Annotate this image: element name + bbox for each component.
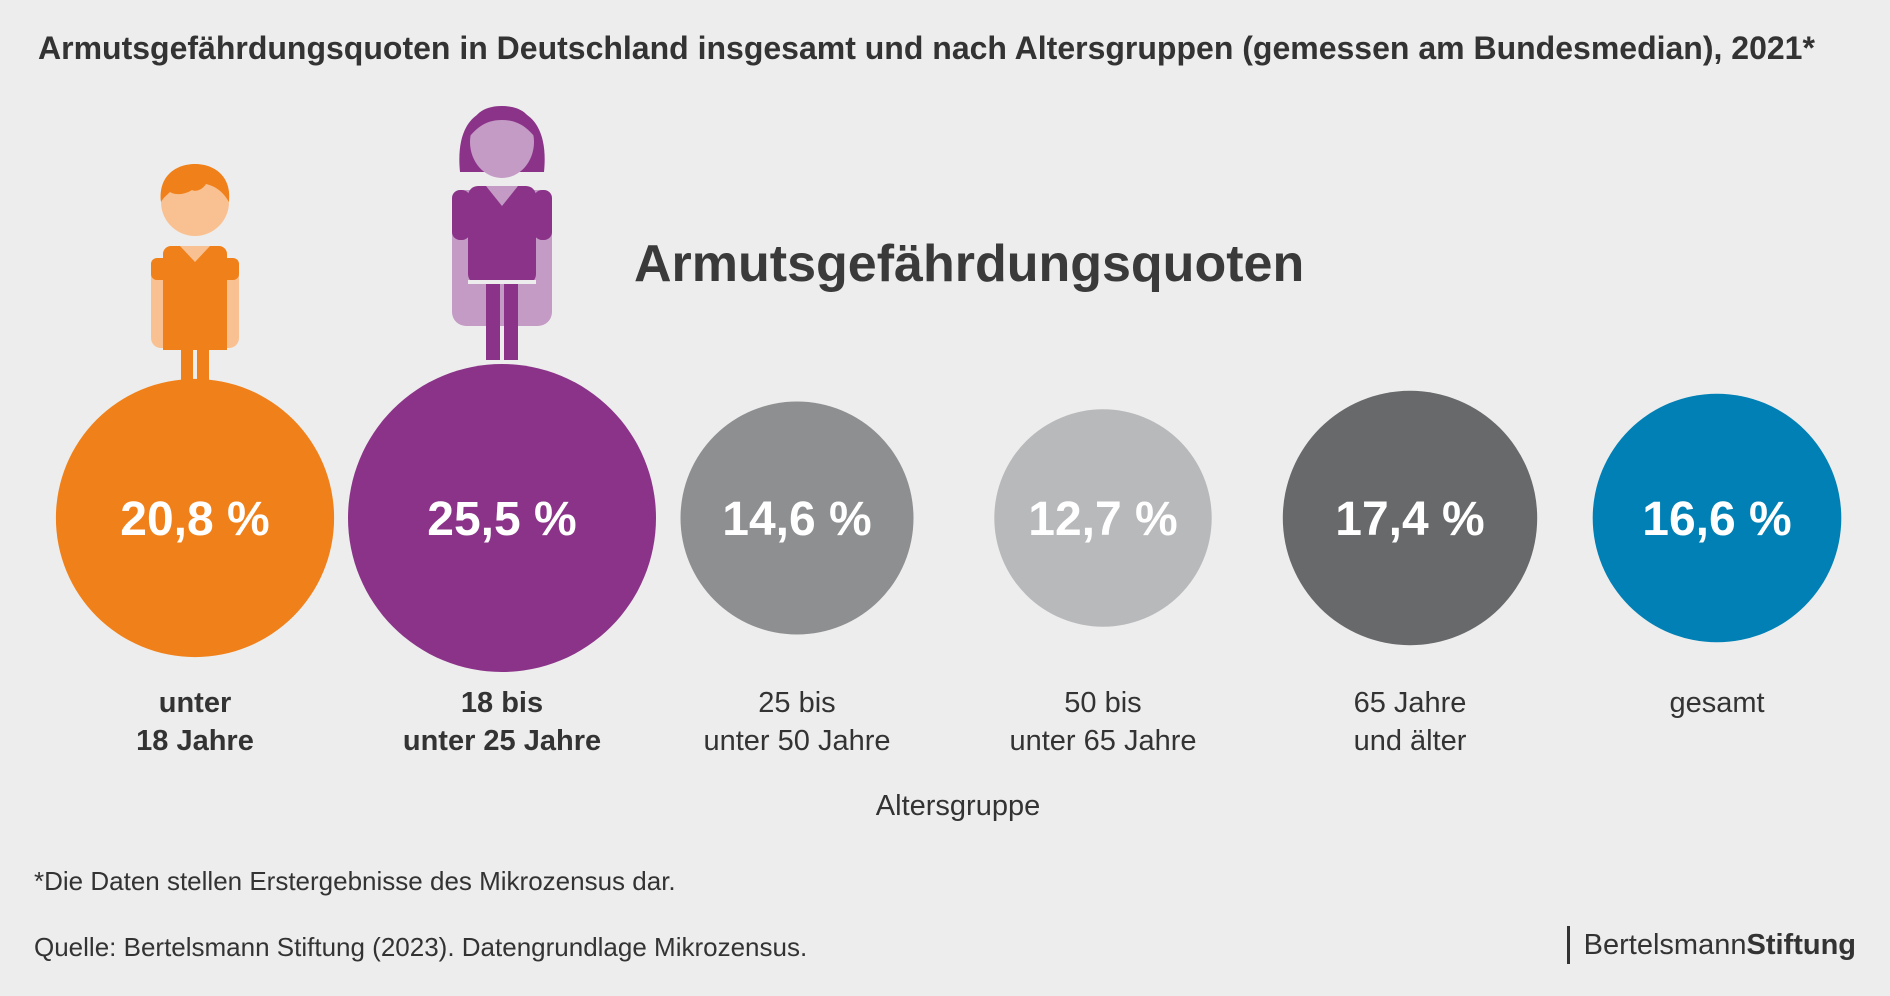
page-title: Armutsgefährdungsquoten in Deutschland i… xyxy=(38,30,1815,66)
x-axis-label: Altersgruppe xyxy=(875,790,1041,822)
category-label-line: 25 bis xyxy=(758,687,836,719)
bubble-value-label: 14,6 % xyxy=(722,493,871,546)
category-label-line: unter 50 Jahre xyxy=(703,725,891,757)
bubble-6 xyxy=(1592,393,1842,643)
bubble-5 xyxy=(1282,390,1538,646)
category-label: 25 bis unter 50 Jahre xyxy=(647,684,947,760)
child-figure-icon xyxy=(151,164,239,380)
category-label-line: 18 bis xyxy=(460,687,544,719)
category-label-line: unter 65 Jahre xyxy=(1009,725,1197,757)
category-label-line: 50 bis xyxy=(1064,687,1142,719)
category-label-line: 65 Jahre xyxy=(1353,687,1467,719)
footnote: *Die Daten stellen Erstergebnisse des Mi… xyxy=(34,866,676,896)
logo-divider xyxy=(1566,926,1570,964)
category-label: gesamt xyxy=(1567,684,1867,722)
category-label: 65 Jahre und älter xyxy=(1260,684,1560,760)
bubble-value-label: 12,7 % xyxy=(1028,493,1177,546)
chart-heading: Armutsgefährdungsquoten xyxy=(634,235,1305,293)
bubble-3 xyxy=(680,401,914,635)
young-woman-figure-icon xyxy=(452,106,552,360)
logo-text-bold: Stiftung xyxy=(1746,928,1856,961)
bubble-value-label: 16,6 % xyxy=(1642,493,1791,546)
logo-text-light: Bertelsmann xyxy=(1583,928,1747,961)
bubble-value-label: 17,4 % xyxy=(1335,493,1484,546)
category-label-line: gesamt xyxy=(1669,687,1765,719)
category-label: 50 bis unter 65 Jahre xyxy=(953,684,1253,760)
bertelsmann-stiftung-logo: Bertelsmann Stiftung xyxy=(1566,926,1856,964)
category-label: 18 bis unter 25 Jahre xyxy=(352,684,652,760)
bubble-value-label: 20,8 % xyxy=(120,493,269,546)
source-note: Quelle: Bertelsmann Stiftung (2023). Dat… xyxy=(34,932,808,962)
category-label-line: 18 Jahre xyxy=(136,725,254,757)
bubble-value-label: 25,5 % xyxy=(427,493,576,546)
category-label-line: und älter xyxy=(1353,725,1467,757)
bubbles-group: 20,8 % 25,5 % 14,6 % 12,7 % 17,4 % 16,6 % xyxy=(55,364,1842,672)
category-label: unter 18 Jahre xyxy=(45,684,345,760)
bubble-1 xyxy=(55,378,335,658)
bubble-4 xyxy=(994,409,1212,627)
category-label-line: unter xyxy=(158,687,232,719)
bubble-2 xyxy=(348,364,656,672)
category-label-line: unter 25 Jahre xyxy=(402,725,602,757)
